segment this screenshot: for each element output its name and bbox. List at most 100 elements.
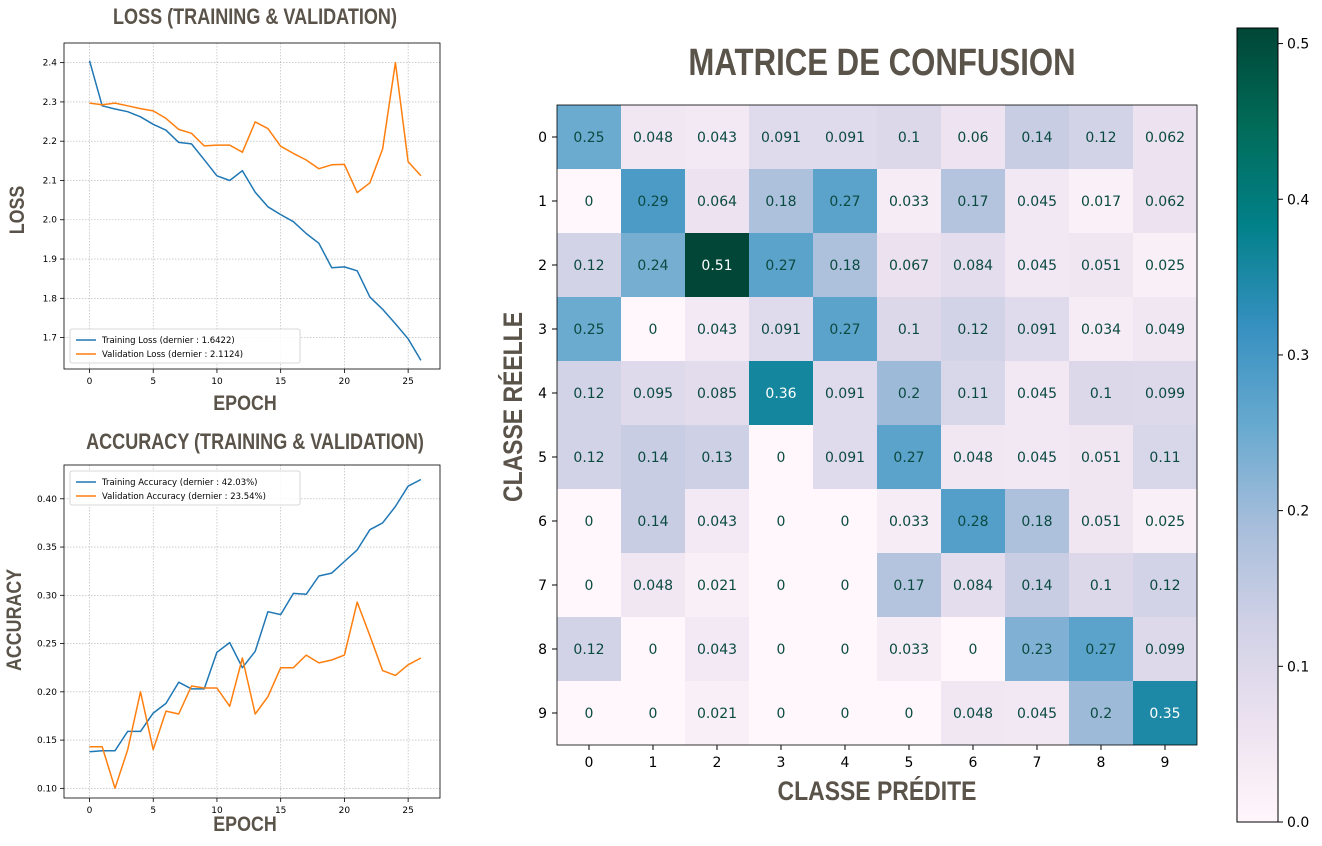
cm-cell-label: 0.043 xyxy=(697,322,737,338)
cm-cell xyxy=(749,681,813,745)
cm-cell-label: 0 xyxy=(649,706,658,722)
cm-cell xyxy=(813,425,877,489)
cm-cell xyxy=(941,617,1005,681)
cm-cell xyxy=(1069,425,1133,489)
cm-cell-label: 0.091 xyxy=(825,386,865,402)
cm-cell-label: 0.091 xyxy=(761,322,801,338)
loss-x-tick-label: 15 xyxy=(275,377,286,387)
cm-frame xyxy=(556,104,1198,746)
cm-cell xyxy=(685,105,749,169)
colorbar-tick-label: 0.2 xyxy=(1287,504,1309,520)
cm-cell xyxy=(877,105,941,169)
cm-cell-label: 0.13 xyxy=(701,450,732,466)
cm-cell-label: 0 xyxy=(777,450,786,466)
cm-cell xyxy=(1133,617,1197,681)
cm-y-tick-label: 1 xyxy=(538,194,547,210)
cm-cell-label: 0.048 xyxy=(633,578,673,594)
cm-x-tick-label: 3 xyxy=(777,755,786,771)
cm-cell-label: 0 xyxy=(777,578,786,594)
accuracy-y-tick-label: 0.40 xyxy=(37,495,57,505)
cm-cell xyxy=(877,553,941,617)
cm-cell-label: 0.27 xyxy=(893,450,924,466)
loss-x-tick-label: 10 xyxy=(211,377,223,387)
loss-series-line-0 xyxy=(88,60,422,361)
loss-chart-title: LOSS (TRAINING & VALIDATION) xyxy=(113,4,397,29)
cm-cell-label: 0.033 xyxy=(889,642,929,658)
cm-cell-label: 0.11 xyxy=(1149,450,1180,466)
cm-cell-label: 0 xyxy=(841,706,850,722)
cm-x-tick-label: 7 xyxy=(1033,755,1042,771)
cm-cell-label: 0.24 xyxy=(637,258,668,274)
cm-cell xyxy=(557,617,621,681)
cm-cell xyxy=(1069,617,1133,681)
cm-cell xyxy=(749,361,813,425)
cm-cell-label: 0.091 xyxy=(761,130,801,146)
cm-cell xyxy=(813,105,877,169)
cm-cell-label: 0.14 xyxy=(1021,578,1052,594)
cm-cell-label: 0.35 xyxy=(1149,706,1180,722)
cm-cell-label: 0.084 xyxy=(953,258,993,274)
accuracy-x-tick-label: 0 xyxy=(87,806,93,816)
cm-cell-label: 0.045 xyxy=(1017,258,1057,274)
cm-cell-label: 0.021 xyxy=(697,706,737,722)
cm-cell-label: 0.51 xyxy=(701,258,732,274)
cm-cell-label: 0 xyxy=(585,578,594,594)
cm-x-tick-label: 8 xyxy=(1097,755,1106,771)
cm-cell xyxy=(1133,233,1197,297)
cm-cell xyxy=(1069,233,1133,297)
cm-cell xyxy=(877,361,941,425)
cm-cell xyxy=(557,105,621,169)
cm-cell xyxy=(1069,553,1133,617)
cm-cell-label: 0.18 xyxy=(829,258,860,274)
cm-cell xyxy=(941,489,1005,553)
cm-cell xyxy=(1005,297,1069,361)
cm-cell-label: 0.2 xyxy=(898,386,920,402)
cm-cell xyxy=(685,425,749,489)
cm-cell xyxy=(685,617,749,681)
cm-y-tick-label: 3 xyxy=(538,322,547,338)
cm-y-tick-label: 9 xyxy=(538,706,547,722)
cm-cell-label: 0.051 xyxy=(1081,258,1121,274)
cm-cell-label: 0.051 xyxy=(1081,450,1121,466)
cm-cell xyxy=(621,361,685,425)
accuracy-series-line-1 xyxy=(89,601,422,790)
loss-legend xyxy=(69,328,301,364)
loss-plot-frame xyxy=(63,42,441,370)
loss-series-line-1 xyxy=(89,61,422,194)
cm-cell xyxy=(941,169,1005,233)
cm-cell xyxy=(877,169,941,233)
loss-x-tick-label: 0 xyxy=(87,377,93,387)
confusion-matrix-title: MATRICE DE CONFUSION xyxy=(688,42,1076,84)
loss-legend-label-1: Validation Loss (dernier : 2.1124) xyxy=(102,350,243,360)
cm-cell-label: 0.043 xyxy=(697,130,737,146)
cm-cell xyxy=(1069,105,1133,169)
cm-cell xyxy=(749,105,813,169)
cm-x-tick-label: 6 xyxy=(969,755,978,771)
accuracy-x-tick-label: 10 xyxy=(211,806,223,816)
accuracy-x-tick-label: 15 xyxy=(275,806,286,816)
cm-cell xyxy=(1069,489,1133,553)
cm-cell-label: 0 xyxy=(905,706,914,722)
cm-cell xyxy=(877,681,941,745)
cm-cell-label: 0.091 xyxy=(825,450,865,466)
cm-cell xyxy=(749,233,813,297)
cm-cell-label: 0.17 xyxy=(957,194,988,210)
cm-cell xyxy=(813,169,877,233)
cm-cell xyxy=(877,489,941,553)
cm-x-tick-label: 4 xyxy=(841,755,850,771)
cm-cell xyxy=(621,105,685,169)
cm-cell-label: 0.045 xyxy=(1017,706,1057,722)
cm-cell xyxy=(621,425,685,489)
cm-cell xyxy=(877,425,941,489)
cm-cell-label: 0.043 xyxy=(697,642,737,658)
loss-y-tick-label: 1.7 xyxy=(43,334,57,344)
cm-cell xyxy=(557,233,621,297)
cm-cell-label: 0 xyxy=(585,514,594,530)
cm-cell xyxy=(813,489,877,553)
cm-cell-label: 0 xyxy=(841,578,850,594)
colorbar-tick-label: 0.1 xyxy=(1287,659,1309,675)
loss-y-tick-label: 1.8 xyxy=(43,294,58,304)
cm-cell-label: 0.091 xyxy=(825,130,865,146)
cm-cell-label: 0.14 xyxy=(1021,130,1052,146)
cm-cell-label: 0.091 xyxy=(1017,322,1057,338)
